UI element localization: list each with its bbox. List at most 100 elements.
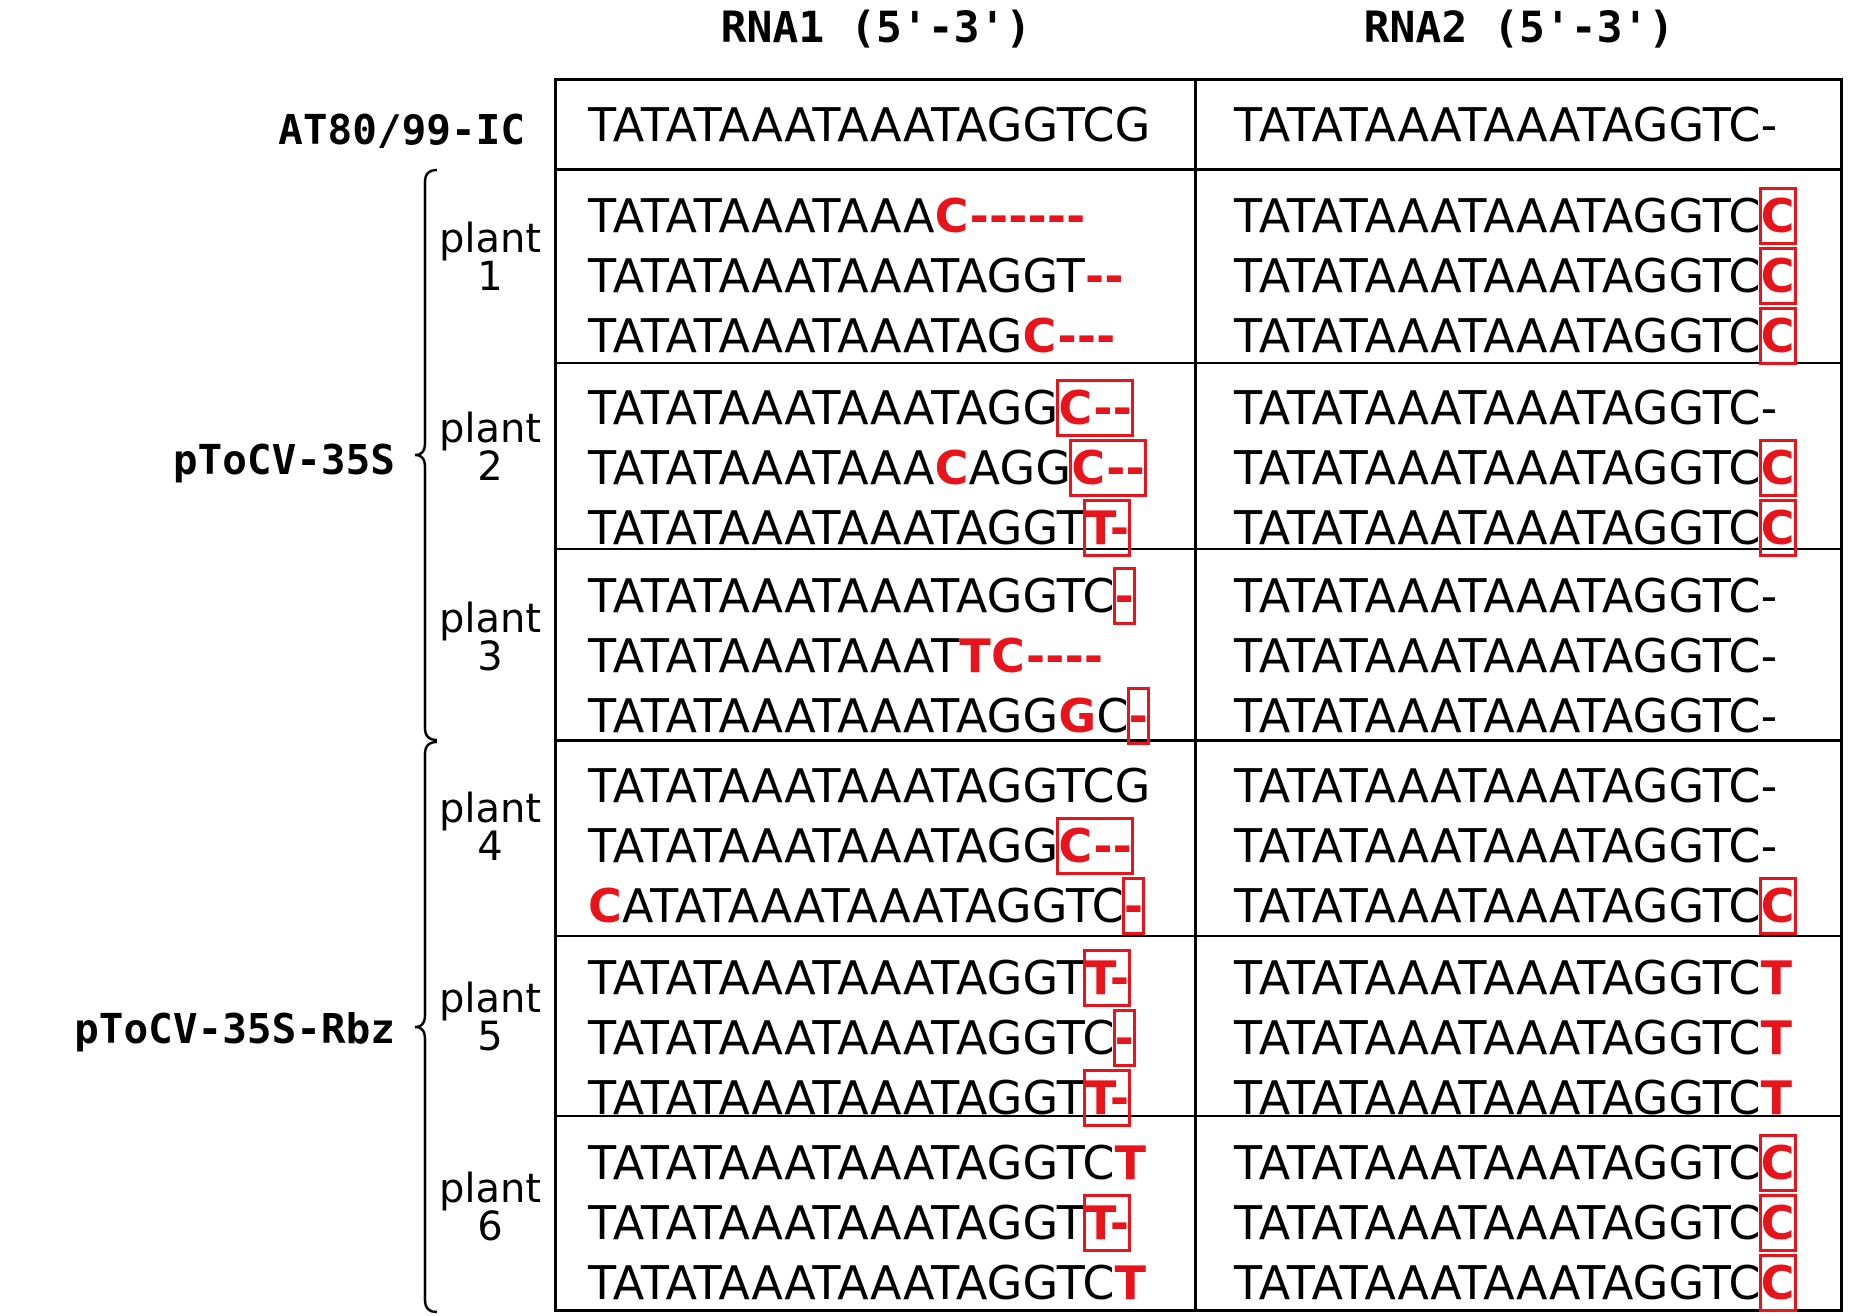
sequence-text: TATATAAATAAATAGGT <box>588 1196 1086 1250</box>
boxed-variant: T- <box>1083 949 1132 1007</box>
variant-nucleotide: C <box>588 879 622 933</box>
boxed-variant: C-- <box>1069 439 1147 497</box>
boxed-variant: C <box>1758 1194 1797 1252</box>
rna1-sequence-row: TATATAAATAAATAGGTT- <box>588 948 1132 1008</box>
variant-nucleotide: -- <box>1085 249 1124 303</box>
boxed-variant: - <box>1121 877 1146 935</box>
sequence-text: TATATAAATAAATAGG <box>588 689 1059 743</box>
group-label-ptocv-35s: pToCV-35S <box>172 436 395 484</box>
sequence-text: TATATAAATAAATAGGTC <box>1234 309 1761 363</box>
rna1-sequence-row: TATATAAATAAATAGC--- <box>588 306 1115 366</box>
boxed-variant: C <box>1758 1134 1797 1192</box>
plant-divider <box>554 362 1843 364</box>
rna1-sequence-row: TATATAAATAAAC------ <box>588 186 1085 246</box>
sequence-text: TATATAAATAAATAGGTC- <box>1234 569 1778 623</box>
sequence-text: TATATAAATAAATAGGTC <box>1234 1256 1761 1310</box>
rna1-sequence-row: TATATAAATAAATAGGT-- <box>588 246 1124 306</box>
sequence-text: TATATAAATAAATAGGTC <box>1234 1136 1761 1190</box>
sequence-text: TATATAAATAAATAGGTC <box>588 1256 1115 1310</box>
sequence-text: TATATAAATAAATAGGTC- <box>1234 629 1778 683</box>
table-border-right <box>1840 78 1843 1312</box>
sequence-text: TATATAAATAAATAGGTC <box>588 1011 1115 1065</box>
rna1-sequence-row: TATATAAATAAATAGGTT- <box>588 1068 1132 1128</box>
rna1-sequence-row: TATATAAATAAATTC---- <box>588 626 1103 686</box>
rna1-sequence-row: TATATAAATAAATAGGTT- <box>588 498 1132 558</box>
sequence-text: TATATAAATAAATAGGTCG <box>588 759 1151 813</box>
sequence-text: TATATAAATAAATAGGTCG <box>588 98 1151 152</box>
rna2-sequence-row: TATATAAATAAATAGGTCT <box>1234 948 1792 1008</box>
plant-label-2: plant 2 <box>438 406 542 490</box>
sequence-text: TATATAAATAAA <box>588 189 935 243</box>
sequence-text: TATATAAATAAATAGGTC <box>1234 1196 1761 1250</box>
rna2-sequence-row: TATATAAATAAATAGGTCC <box>1234 498 1797 558</box>
rna2-sequence-row: TATATAAATAAATAGGTC- <box>1234 626 1777 686</box>
plant-divider <box>554 935 1843 937</box>
rna1-sequence-row: CATATAAATAAATAGGTC- <box>588 876 1146 936</box>
rna2-sequence-row: TATATAAATAAATAGGTC- <box>1234 378 1777 438</box>
rna1-sequence-row: TATATAAATAAATAGGTCG <box>588 756 1151 816</box>
boxed-variant: C <box>1758 877 1797 935</box>
rna1-sequence-row: TATATAAATAAATAGGC-- <box>588 816 1134 876</box>
sequence-text: TATATAAATAAATAGGTC- <box>1234 381 1778 435</box>
rna2-sequence-row: TATATAAATAAATAGGTCT <box>1234 1068 1792 1128</box>
rna2-sequence-row: TATATAAATAAATAGGTC- <box>1234 816 1777 876</box>
variant-nucleotide: T <box>1114 1136 1147 1190</box>
sequence-text: TATATAAATAAATAGGTC <box>1234 441 1761 495</box>
sequence-text: TATATAAATAAATAGGTC <box>588 569 1115 623</box>
sequence-text: TATATAAATAAATAGGTC <box>1234 1071 1761 1125</box>
plant-label-5: plant 5 <box>438 976 542 1060</box>
rna2-sequence-row: TATATAAATAAATAGGTC- <box>1234 686 1777 746</box>
variant-nucleotide: G <box>1058 689 1097 743</box>
boxed-variant: C <box>1758 187 1797 245</box>
rna2-sequence-row: TATATAAATAAATAGGTCC <box>1234 876 1797 936</box>
rna2-column-header: RNA2 (5'-3') <box>1363 3 1675 53</box>
variant-nucleotide: C------ <box>934 189 1086 243</box>
sequence-text: TATATAAATAAATAGGT <box>588 951 1086 1005</box>
table-border-left <box>554 78 557 1312</box>
group-label-ptocv-35s-rbz: pToCV-35S-Rbz <box>74 1005 395 1053</box>
boxed-variant: C <box>1758 499 1797 557</box>
boxed-variant: C <box>1758 1254 1797 1312</box>
sequence-text: TATATAAATAAATAGG <box>588 819 1059 873</box>
table-column-divider <box>1194 78 1197 1312</box>
control-rna1-sequence: TATATAAATAAATAGGTCG <box>588 95 1151 155</box>
table-control-divider <box>554 168 1843 171</box>
rna1-sequence-row: TATATAAATAAATAGGTC- <box>588 566 1136 626</box>
boxed-variant: C-- <box>1056 817 1134 875</box>
brace-ptocv-35s <box>414 168 438 742</box>
table-border-top <box>554 78 1843 81</box>
rna1-sequence-row: TATATAAATAAATAGGC-- <box>588 378 1134 438</box>
sequence-text: TATATAAATAAATAGGTC <box>1234 1011 1761 1065</box>
plant-label-4: plant 4 <box>438 786 542 870</box>
variant-nucleotide: C--- <box>1022 309 1116 363</box>
sequence-text: TATATAAATAAATAGGTC <box>1234 501 1761 555</box>
variant-nucleotide: T <box>1114 1256 1147 1310</box>
rna1-column-header: RNA1 (5'-3') <box>720 3 1032 53</box>
sequence-text: TATATAAATAAATAGGTC <box>1234 249 1761 303</box>
boxed-variant: - <box>1126 687 1150 745</box>
variant-nucleotide: T <box>1760 1071 1793 1125</box>
sequence-text: C <box>1096 689 1129 743</box>
rna2-sequence-row: TATATAAATAAATAGGTCC <box>1234 1253 1797 1313</box>
plant-divider <box>554 1115 1843 1117</box>
plant-label-1: plant 1 <box>438 216 542 300</box>
sequence-text: TATATAAATAAATAGGT <box>588 501 1086 555</box>
brace-ptocv-35s-rbz <box>414 740 438 1314</box>
rna2-sequence-row: TATATAAATAAATAGGTCT <box>1234 1008 1792 1068</box>
table-border-bottom <box>554 1309 1843 1312</box>
sequence-text: TATATAAATAAATAGGTC <box>588 1136 1115 1190</box>
plant-label-3: plant 3 <box>438 596 542 680</box>
sequence-text: TATATAAATAAATAGGTC <box>1234 879 1761 933</box>
rna2-sequence-row: TATATAAATAAATAGGTCC <box>1234 246 1797 306</box>
boxed-variant: - <box>1112 567 1136 625</box>
rna2-sequence-row: TATATAAATAAATAGGTCC <box>1234 1193 1797 1253</box>
rna1-sequence-row: TATATAAATAAATAGGTCT <box>588 1253 1146 1313</box>
boxed-variant: - <box>1112 1009 1136 1067</box>
variant-nucleotide: C <box>934 441 969 495</box>
sequence-text: AGG <box>968 441 1072 495</box>
plant-divider <box>554 548 1843 550</box>
rna2-sequence-row: TATATAAATAAATAGGTCC <box>1234 1133 1797 1193</box>
boxed-variant: C <box>1758 439 1797 497</box>
rna1-sequence-row: TATATAAATAAATAGGTT- <box>588 1193 1132 1253</box>
rna2-sequence-row: TATATAAATAAATAGGTCC <box>1234 438 1797 498</box>
